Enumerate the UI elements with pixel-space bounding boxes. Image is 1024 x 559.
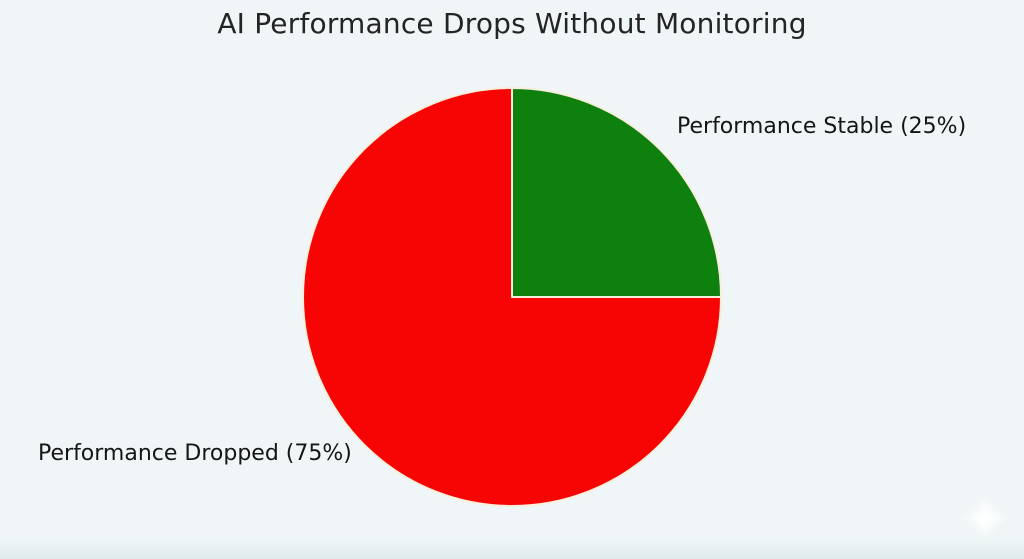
chart-title: AI Performance Drops Without Monitoring	[217, 7, 807, 40]
pie-label-performance-dropped: Performance Dropped (75%)	[38, 441, 352, 466]
pie-label-performance-stable: Performance Stable (25%)	[677, 114, 967, 139]
pie-slices	[302, 87, 722, 507]
pie-slice-performance-dropped	[302, 87, 722, 507]
pie-slice-performance-stable	[511, 87, 722, 298]
